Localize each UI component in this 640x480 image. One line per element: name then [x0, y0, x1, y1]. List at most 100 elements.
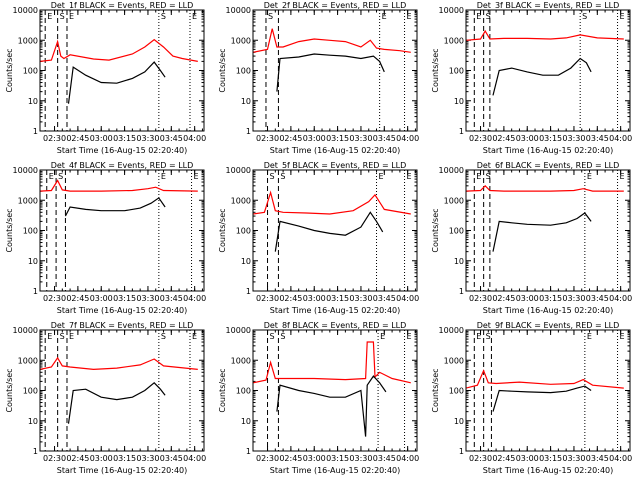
events-series-line [67, 381, 166, 424]
x-tick-label: 02:45 [279, 134, 302, 143]
y-tick-label: 10 [28, 97, 38, 106]
x-tick-label: 03:30 [562, 134, 585, 143]
y-tick-label: 1 [33, 127, 38, 136]
plot-title: Det_5f BLACK = Events, RED = LLD [264, 161, 407, 170]
x-tick-label: 02:45 [66, 134, 89, 143]
y-tick-label: 1 [33, 287, 38, 296]
y-axis-label: Counts/sec [431, 48, 440, 92]
x-tick-label: 03:45 [586, 294, 609, 303]
y-tick-label: 10000 [226, 166, 251, 175]
event-marker-label: E [192, 12, 197, 21]
y-tick-label: 100 [449, 227, 464, 236]
x-axis-label: Start Time (16-Aug-15 02:20:40) [270, 466, 401, 475]
plot-title: Det_3f BLACK = Events, RED = LLD [477, 1, 620, 10]
x-axis-label: Start Time (16-Aug-15 02:20:40) [270, 306, 401, 315]
x-tick-label: 03:45 [373, 134, 396, 143]
x-tick-label: 03:30 [136, 134, 159, 143]
x-tick-label: 03:45 [373, 454, 396, 463]
y-tick-label: 10000 [13, 166, 38, 175]
y-tick-label: 100 [236, 387, 251, 396]
plot-title: Det_2f BLACK = Events, RED = LLD [264, 1, 407, 10]
y-tick-label: 10000 [226, 6, 251, 15]
y-tick-label: 100 [449, 67, 464, 76]
x-tick-label: 03:30 [349, 134, 372, 143]
x-tick-label: 03:00 [303, 294, 326, 303]
plot-title: Det_7f BLACK = Events, RED = LLD [51, 321, 194, 330]
x-tick-label: 04:00 [609, 134, 632, 143]
y-tick-label: 100 [23, 227, 38, 236]
y-tick-label: 1 [459, 287, 464, 296]
event-marker-label: E [69, 332, 74, 341]
events-series-line [492, 212, 592, 252]
y-tick-label: 10 [454, 97, 464, 106]
x-tick-label: 03:15 [113, 134, 136, 143]
event-marker-label: S [60, 332, 65, 341]
y-tick-label: 10000 [439, 326, 464, 335]
y-tick-label: 10000 [439, 166, 464, 175]
y-tick-label: 100 [236, 67, 251, 76]
y-tick-label: 1000 [231, 196, 251, 205]
event-marker-label: E [476, 12, 481, 21]
y-tick-label: 1000 [231, 36, 251, 45]
event-marker-label: S [486, 12, 491, 21]
lld-series-line [40, 356, 198, 371]
event-marker-label: E [476, 172, 481, 181]
event-marker-label: E [476, 332, 481, 341]
event-marker-label: S [268, 12, 273, 21]
lld-series-line [466, 369, 624, 389]
lld-series-line [253, 341, 411, 384]
event-marker-label: S [582, 12, 587, 21]
detector-plot: Det_9f BLACK = Events, RED = LLD Counts/s… [431, 321, 632, 475]
x-tick-label: 03:30 [349, 294, 372, 303]
lld-series-line [253, 28, 411, 53]
event-marker-label: E [380, 332, 385, 341]
event-marker-label: E [587, 172, 592, 181]
event-marker-label: E [620, 332, 625, 341]
y-axis-label: Counts/sec [5, 368, 14, 412]
y-axis-label: Counts/sec [218, 368, 227, 412]
y-tick-label: 1000 [444, 36, 464, 45]
x-tick-label: 04:00 [609, 294, 632, 303]
event-marker-label: E [69, 12, 74, 21]
x-tick-label: 03:00 [516, 294, 539, 303]
x-tick-label: 03:15 [326, 134, 349, 143]
event-marker-label: E [47, 12, 52, 21]
x-tick-label: 03:15 [113, 454, 136, 463]
x-tick-label: 03:00 [303, 134, 326, 143]
x-axis-label: Start Time (16-Aug-15 02:20:40) [483, 466, 614, 475]
y-tick-label: 1 [459, 447, 464, 456]
event-marker-label: S [270, 172, 275, 181]
plot-title: Det_9f BLACK = Events, RED = LLD [477, 321, 620, 330]
x-tick-label: 03:00 [303, 454, 326, 463]
event-marker-label: E [407, 172, 412, 181]
y-tick-label: 10000 [13, 6, 38, 15]
plot-frame [252, 169, 418, 292]
y-tick-label: 100 [23, 67, 38, 76]
plot-frame [252, 9, 418, 132]
y-tick-label: 1000 [231, 356, 251, 365]
x-tick-label: 03:30 [562, 294, 585, 303]
x-tick-label: 03:45 [160, 294, 183, 303]
x-tick-label: 02:45 [492, 134, 515, 143]
y-tick-label: 10 [454, 417, 464, 426]
y-axis-label: Counts/sec [431, 208, 440, 252]
y-tick-label: 1 [246, 287, 251, 296]
x-axis-label: Start Time (16-Aug-15 02:20:40) [57, 306, 188, 315]
x-tick-label: 02:45 [492, 454, 515, 463]
detector-plot: Det_5f BLACK = Events, RED = LLD Counts/s… [218, 161, 419, 315]
lld-series-line [466, 184, 624, 192]
event-marker-label: E [194, 172, 199, 181]
detector-plot: Det_2f BLACK = Events, RED = LLD Counts/s… [218, 1, 419, 155]
plot-frame [465, 329, 631, 452]
event-marker-label: S [280, 172, 285, 181]
x-tick-label: 04:00 [183, 454, 206, 463]
lld-series-line [253, 190, 411, 215]
y-tick-label: 1 [33, 447, 38, 456]
plot-title: Det_4f BLACK = Events, RED = LLD [51, 161, 194, 170]
y-tick-label: 1 [459, 127, 464, 136]
y-axis-label: Counts/sec [5, 48, 14, 92]
x-tick-label: 03:45 [373, 294, 396, 303]
event-marker-label: S [161, 332, 166, 341]
x-tick-label: 03:00 [516, 454, 539, 463]
